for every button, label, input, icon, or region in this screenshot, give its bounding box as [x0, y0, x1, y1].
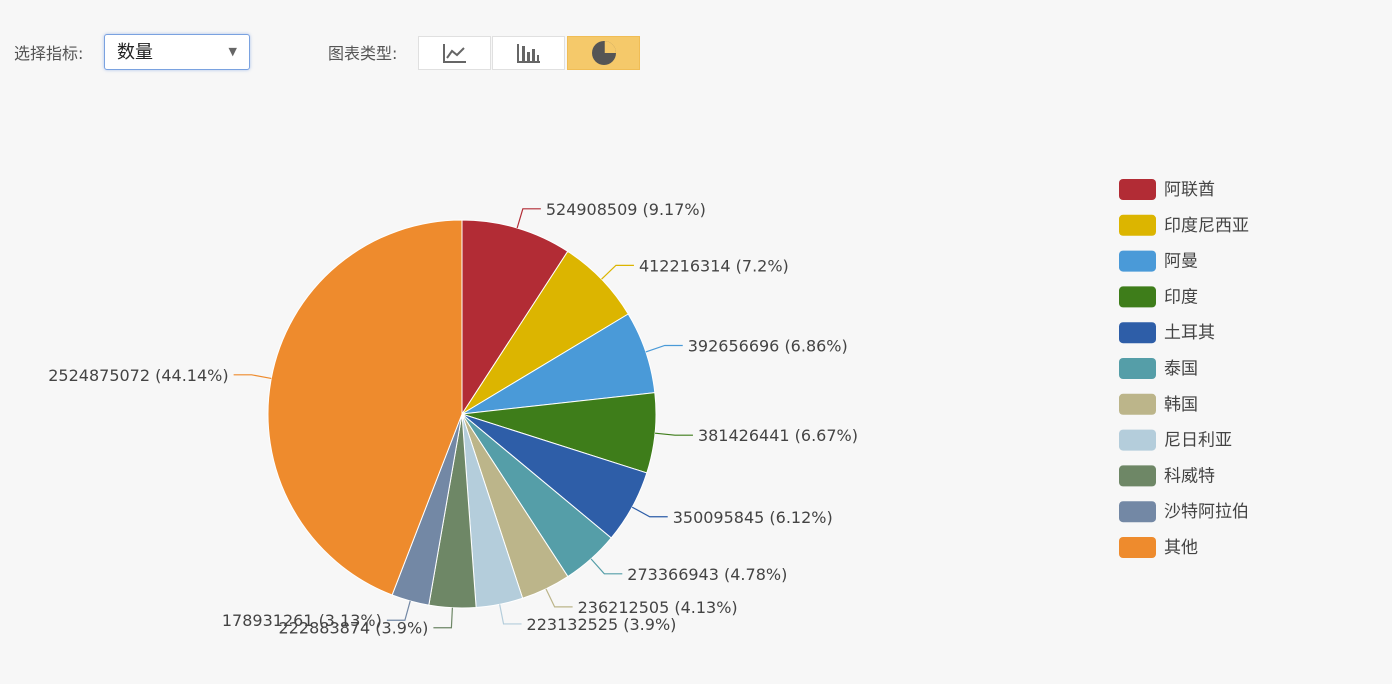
pie-chart-button[interactable] [567, 36, 640, 70]
legend-label[interactable]: 土耳其 [1164, 323, 1215, 343]
leader-line [233, 374, 272, 380]
data-label: 223132525 (3.9%) [527, 615, 677, 634]
legend-swatch[interactable] [1119, 286, 1156, 308]
data-label: 222883874 (3.9%) [279, 619, 429, 638]
legend-label[interactable]: 泰国 [1164, 359, 1198, 379]
legend-swatch[interactable] [1119, 537, 1156, 558]
legend-label[interactable]: 科威特 [1164, 466, 1215, 486]
legend-swatch[interactable] [1119, 358, 1156, 379]
data-label: 178931261 (3.13%) [222, 611, 382, 630]
leader-line [433, 607, 453, 629]
leader-line [654, 432, 693, 436]
chevron-down-icon: ▼ [228, 45, 237, 58]
data-label: 236212505 (4.13%) [578, 598, 738, 617]
leader-line [631, 506, 668, 518]
data-label: 381426441 (6.67%) [698, 426, 858, 445]
leader-line [545, 588, 573, 608]
indicator-label: 选择指标: [14, 44, 84, 63]
leader-line [516, 208, 541, 229]
legend-label[interactable]: 印度 [1164, 287, 1198, 307]
legend-swatch[interactable] [1119, 214, 1156, 236]
leader-line [590, 558, 623, 575]
data-label: 412216314 (7.2%) [639, 256, 789, 275]
data-label: 273366943 (4.78%) [627, 565, 787, 584]
legend-swatch[interactable] [1119, 465, 1156, 487]
pie-slice[interactable] [267, 219, 463, 596]
data-label: 2524875072 (44.14%) [48, 366, 228, 385]
legend-label[interactable]: 韩国 [1164, 395, 1198, 415]
data-label: 392656696 (6.86%) [688, 336, 848, 355]
legend-swatch[interactable] [1119, 250, 1156, 272]
pie-slice[interactable] [461, 219, 569, 416]
pie-chart-icon [591, 41, 616, 65]
legend-swatch[interactable] [1119, 429, 1156, 451]
legend-swatch[interactable] [1119, 179, 1156, 200]
legend-label[interactable]: 沙特阿拉伯 [1164, 502, 1249, 522]
data-label: 350095845 (6.12%) [673, 508, 833, 527]
legend-swatch[interactable] [1119, 501, 1156, 523]
legend-label[interactable]: 阿曼 [1164, 252, 1198, 272]
leader-line [601, 264, 634, 280]
legend-label[interactable]: 印度尼西亚 [1164, 216, 1249, 236]
legend-label[interactable]: 尼日利亚 [1164, 431, 1232, 451]
leader-line [499, 604, 522, 625]
indicator-select-value: 数量 [117, 42, 153, 63]
data-label: 524908509 (9.17%) [546, 200, 706, 219]
chart-type-label: 图表类型: [328, 44, 398, 63]
pie-chart: 524908509 (9.17%) 412216314 (7.2%) 3926566… [48, 179, 1249, 638]
bar-chart-button[interactable] [492, 36, 565, 70]
toolbar: 选择指标: 数量 ▼ 图表类型: [0, 0, 1392, 90]
line-chart-icon [442, 44, 466, 63]
legend-label[interactable]: 阿联酋 [1164, 180, 1215, 200]
legend-swatch[interactable] [1119, 393, 1156, 415]
legend-label[interactable]: 其他 [1164, 538, 1198, 558]
leader-line [386, 600, 411, 621]
leader-line [645, 344, 683, 353]
line-chart-button[interactable] [418, 36, 491, 70]
bar-chart-icon [516, 44, 540, 63]
indicator-select[interactable]: 数量 ▼ [104, 34, 250, 70]
legend-swatch[interactable] [1119, 322, 1156, 344]
